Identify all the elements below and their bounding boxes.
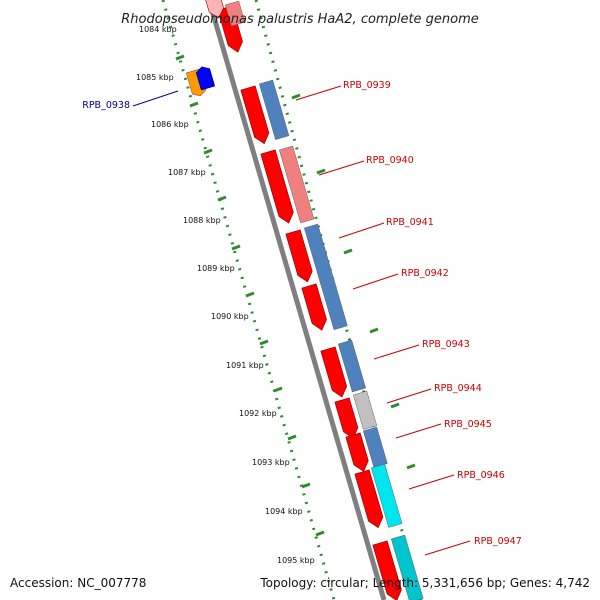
cog-bar <box>338 339 366 393</box>
gene-label: RPB_0946 <box>457 470 505 481</box>
cds-arrow <box>285 229 313 283</box>
ruler-major-tick <box>291 93 301 100</box>
blue-gene-arrow <box>195 66 216 91</box>
tick-label: 1091 kbp <box>226 361 264 370</box>
gene-label: RPB_0945 <box>444 419 492 430</box>
ruler-major-tick <box>287 434 297 441</box>
tick-label: 1089 kbp <box>197 264 235 273</box>
cds-arrow <box>372 540 402 600</box>
gene-leader-line <box>318 160 365 176</box>
tick-label: 1085 kbp <box>136 73 174 82</box>
ruler-major-tick <box>390 402 400 409</box>
highlight-leader-line <box>132 90 179 107</box>
cog-bar <box>225 0 246 27</box>
cog-track <box>225 0 424 600</box>
tick-label: 1095 kbp <box>277 556 315 565</box>
cog-bar <box>259 79 290 140</box>
gene-label: RPB_0943 <box>422 339 470 350</box>
genome-backbone <box>206 0 387 600</box>
tick-label: 1093 kbp <box>252 458 290 467</box>
inner-ruler-track <box>161 0 336 600</box>
gene-label: RPB_0939 <box>343 80 391 91</box>
ruler-major-tick <box>189 101 199 108</box>
gene-label: RPB_0947 <box>474 536 522 547</box>
gene-leader-line <box>352 273 399 290</box>
tick-label: 1090 kbp <box>211 312 249 321</box>
cog-bar <box>353 390 378 430</box>
ruler-major-tick <box>203 148 213 155</box>
gene-leader-line <box>424 540 471 556</box>
gene-leader-line <box>295 85 342 101</box>
cds-track <box>204 0 402 600</box>
tick-labels: 1084 kbp 1085 kbp 1086 kbp 1087 kbp 1088 kbp… <box>136 25 315 565</box>
gene-leader-line <box>386 388 432 404</box>
ruler-major-tick <box>245 291 255 298</box>
gene-label-highlight: RPB_0938 <box>82 100 130 111</box>
cds-arrow <box>260 149 294 224</box>
ruler-major-tick <box>316 168 326 175</box>
tick-label: 1087 kbp <box>168 168 206 177</box>
ruler-major-tick <box>231 244 241 251</box>
gene-label: RPB_0942 <box>401 268 449 279</box>
cds-arrow-fragment <box>204 0 224 19</box>
ruler-major-tick <box>301 482 311 489</box>
gene-leader-line <box>408 474 455 490</box>
cds-arrow <box>301 283 327 331</box>
gene-labels: RPB_0938 RPB_0939 RPB_0940 RPB_0941 RPB_0942… <box>82 80 522 556</box>
tick-label: 1092 kbp <box>239 409 277 418</box>
cds-arrow <box>345 432 369 472</box>
cog-bar <box>391 534 424 600</box>
ruler-major-tick <box>217 195 227 202</box>
ruler-major-tick <box>315 530 325 537</box>
accession-text: Accession: NC_007778 <box>10 576 146 590</box>
cds-arrow <box>320 346 347 398</box>
cog-bar <box>279 145 315 224</box>
tick-label: 1094 kbp <box>265 507 303 516</box>
gene-label: RPB_0940 <box>366 155 414 166</box>
ruler-major-tick <box>259 339 269 346</box>
gene-leader-line <box>395 423 442 439</box>
tick-label: 1086 kbp <box>151 120 189 129</box>
gene-leader-line <box>373 344 420 360</box>
cog-bar <box>304 223 348 330</box>
ruler-major-tick <box>406 463 416 470</box>
tick-label: 1088 kbp <box>183 216 221 225</box>
genome-summary-text: Topology: circular; Length: 5,331,656 bp… <box>259 576 590 590</box>
ruler-major-tick <box>343 248 353 255</box>
gene-label: RPB_0944 <box>434 383 482 394</box>
ruler-major-tick <box>273 386 283 393</box>
gene-label: RPB_0941 <box>386 217 434 228</box>
map-title: Rhodopseudomonas palustris HaA2, complet… <box>121 12 479 27</box>
ruler-major-tick <box>175 54 185 61</box>
gene-leader-line <box>338 222 385 239</box>
ruler-major-tick <box>369 327 379 334</box>
cds-arrow <box>240 85 270 145</box>
cog-bar <box>371 463 403 528</box>
cds-arrow <box>354 469 384 529</box>
highlight-gene-group <box>185 66 216 97</box>
cds-arrow <box>334 397 359 439</box>
outer-ruler-track <box>254 0 423 600</box>
tick-label: 1084 kbp <box>139 25 177 34</box>
